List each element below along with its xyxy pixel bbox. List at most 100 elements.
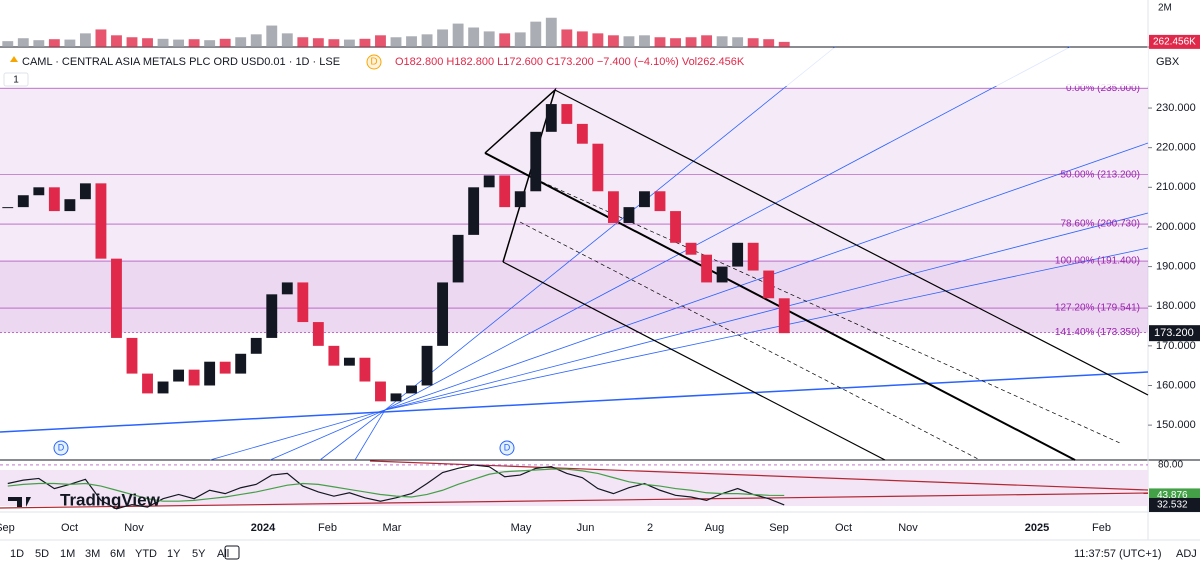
candle [266,294,278,338]
candle [328,345,340,366]
range-button[interactable]: All [217,548,229,560]
rsi-value-label: 32.532 [1157,500,1188,511]
rsi-line [7,464,785,510]
range-button[interactable]: 3M [85,548,100,560]
candle [561,104,573,124]
candle [390,393,402,402]
volume-bar [2,41,14,47]
candle [142,373,153,394]
fan-line [384,46,1071,411]
candle [468,187,480,235]
y-tick-label: 230.000 [1156,102,1196,114]
range-button[interactable]: 5Y [192,548,206,560]
last-price-box [1149,325,1200,342]
fan-line [384,46,836,411]
volume-bar [406,36,417,47]
candle [778,298,790,334]
volume-bar [343,39,355,47]
candle [716,266,728,283]
candle [157,381,169,394]
range-button[interactable]: 1D [10,548,24,560]
pitchfork-tine [502,261,886,461]
candle [576,123,588,144]
fib-label: 141.40% (173.350) [1055,327,1140,338]
y-tick-label: 210.000 [1156,181,1196,193]
volume-bar [701,35,713,47]
volume-bar [592,33,604,47]
tradingview-logo: TradingView [60,490,161,509]
volume-bar [64,39,76,47]
event-marker-text: D [58,442,65,452]
rsi-ma-line [7,468,785,502]
candle [670,211,681,243]
volume-bar [157,38,169,47]
range-button[interactable]: 6M [110,548,125,560]
symbol-title: CAML · CENTRAL ASIA METALS PLC ORD USD0.… [22,56,340,68]
volume-bar [250,34,262,47]
rsi-value-label: 43.876 [1157,490,1188,501]
candle [250,337,262,354]
candle [188,369,200,386]
volume-bar [359,38,371,47]
fan-line [319,409,386,461]
candle [639,191,650,208]
candle [111,258,122,338]
volume-bar [204,40,216,47]
volume-bar [452,23,464,47]
candle [312,322,324,346]
volume-bar [111,35,122,47]
x-tick-label: Oct [835,522,852,534]
candle [2,207,14,209]
volume-bar [716,36,728,47]
adjust-toggle[interactable]: ADJ [1176,548,1197,560]
y-tick-label: 150.000 [1156,419,1196,431]
range-button[interactable]: 1Y [167,548,181,560]
fib-label: 0.00% (235.000) [1066,83,1140,94]
volume-bar [437,29,449,47]
fib-label: 100.00% (191.400) [1055,256,1140,267]
last-volume-box [1149,34,1200,49]
y-tick-label: 220.000 [1156,142,1196,154]
volume-bar [545,17,557,47]
event-marker-text: D [504,442,511,452]
candle [530,131,542,192]
candle [375,381,386,402]
last-price-label: 173.200 [1154,327,1194,339]
candle [219,361,231,374]
candle [173,369,185,382]
range-button[interactable]: YTD [135,548,157,560]
candle [592,143,604,192]
volume-bar [79,33,91,47]
x-tick-label: Feb [1092,522,1111,534]
rsi-trend-line [369,460,1149,491]
x-tick-label: 2024 [251,522,276,534]
currency[interactable]: GBX [1156,56,1180,68]
candle [747,242,759,271]
candle [685,242,697,255]
candle [297,282,309,323]
event-marker[interactable] [53,440,69,456]
calendar-button[interactable] [224,545,240,560]
fan-line [384,212,1149,411]
candle [452,234,464,283]
event-marker[interactable] [499,440,515,456]
candle [204,361,216,386]
collapse-count: 1 [13,75,19,86]
volume-bar [685,37,697,47]
candle [281,282,293,295]
volume-bar [142,38,153,47]
pitchfork-tine [554,89,1149,396]
candle [763,270,775,299]
y-tick-label: 190.000 [1156,260,1196,272]
volume-bar [561,29,573,47]
range-button[interactable]: 5D [35,548,49,560]
rsi-trend-line [0,492,1149,509]
status-badge[interactable] [366,54,382,70]
candle [17,195,29,208]
range-button[interactable]: 1M [60,548,75,560]
candle [95,183,107,259]
volume-bar [281,33,293,47]
collapse-button[interactable] [3,72,29,87]
x-tick-label: Sep [769,522,789,534]
